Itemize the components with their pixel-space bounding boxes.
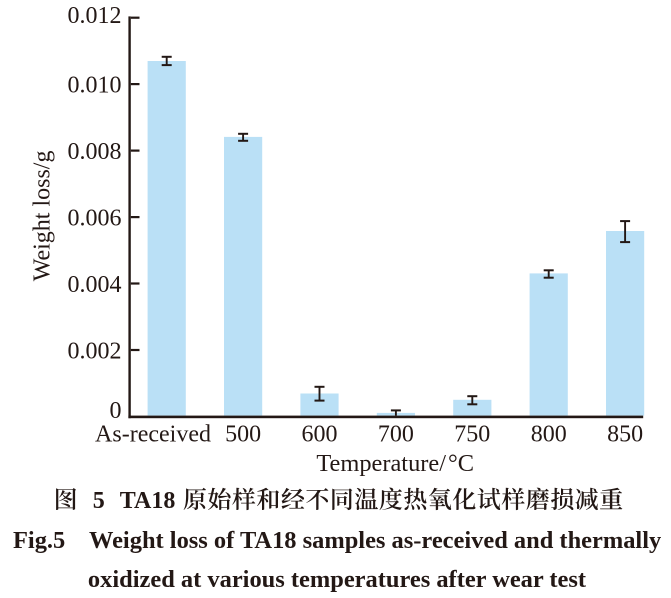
- svg-text:As-received: As-received: [95, 422, 211, 448]
- svg-text:Weight loss/g: Weight loss/g: [30, 151, 56, 282]
- svg-text:750: 750: [454, 422, 490, 448]
- svg-text:oxidized at various temperatur: oxidized at various temperatures after w…: [88, 566, 587, 593]
- svg-text:Fig.5: Fig.5: [13, 527, 65, 554]
- svg-text:850: 850: [607, 422, 643, 448]
- svg-text:600: 600: [302, 422, 338, 448]
- svg-text:Weight loss of TA18 samples as: Weight loss of TA18 samples as-received …: [89, 527, 661, 554]
- svg-text:0: 0: [110, 398, 122, 424]
- svg-text:0.008: 0.008: [68, 139, 122, 165]
- svg-text:0.010: 0.010: [68, 73, 122, 99]
- svg-text:TA18: TA18: [120, 488, 176, 514]
- svg-text:5: 5: [93, 488, 105, 514]
- svg-text:0.012: 0.012: [68, 3, 122, 29]
- svg-text:0.006: 0.006: [68, 206, 122, 232]
- svg-text:0.002: 0.002: [68, 339, 122, 365]
- svg-text:500: 500: [225, 422, 261, 448]
- svg-text:700: 700: [378, 422, 414, 448]
- svg-text:Temperature/°C: Temperature/°C: [316, 450, 474, 477]
- svg-text:800: 800: [531, 422, 567, 448]
- svg-text:0.004: 0.004: [68, 272, 122, 298]
